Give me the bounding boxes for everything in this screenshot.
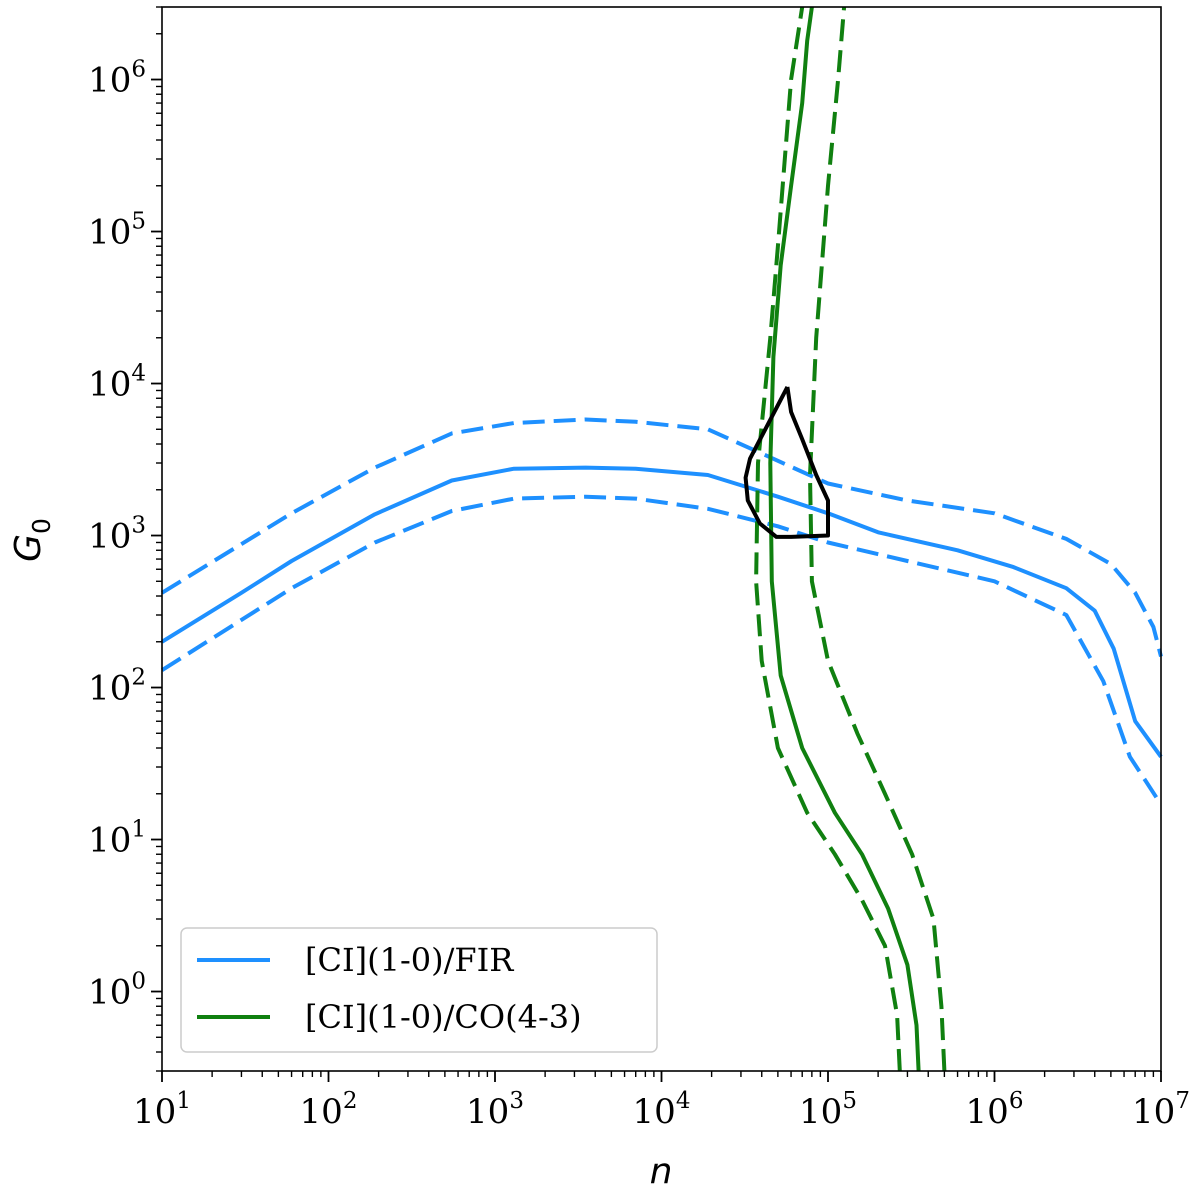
x-axis-label-text: n xyxy=(650,1151,673,1192)
legend-label-ci-co: [CI](1-0)/CO(4-3) xyxy=(305,998,582,1036)
x-tick-label: 104 xyxy=(633,1088,691,1132)
series-line-1 xyxy=(160,417,1163,657)
svg-text:G0: G0 xyxy=(8,518,56,562)
series-line-4 xyxy=(754,6,902,1072)
x-axis-label: n xyxy=(650,1151,673,1192)
y-axis-label-subscript: 0 xyxy=(27,518,56,534)
x-tick-label: 105 xyxy=(799,1088,857,1132)
y-tick-label: 101 xyxy=(88,817,146,861)
y-axis-label: G0 xyxy=(8,518,56,562)
x-tick-label: 106 xyxy=(966,1088,1024,1132)
legend: [CI](1-0)/FIR [CI](1-0)/CO(4-3) xyxy=(180,927,658,1053)
y-tick-label: 102 xyxy=(88,665,146,709)
series-line-5 xyxy=(808,6,947,1072)
y-tick-label: 106 xyxy=(88,57,146,101)
x-tick-label: 107 xyxy=(1132,1088,1190,1132)
ticks-layer: 101 102 103 104 105 106 107 100 101 102 103 104 105 1… xyxy=(88,6,1190,1132)
y-axis-label-text: G xyxy=(8,534,49,562)
y-tick-label: 105 xyxy=(88,209,146,253)
legend-box xyxy=(180,927,658,1053)
series-line-2 xyxy=(160,494,1163,806)
series-line-6 xyxy=(743,385,830,539)
y-tick-label: 103 xyxy=(88,513,146,557)
series-line-0 xyxy=(160,465,1163,758)
series-layer xyxy=(160,6,1163,1072)
x-tick-label: 101 xyxy=(133,1088,191,1132)
x-tick-label: 102 xyxy=(300,1088,358,1132)
y-tick-label: 104 xyxy=(88,361,146,405)
legend-label-ci-fir: [CI](1-0)/FIR xyxy=(305,941,514,979)
y-tick-label: 100 xyxy=(88,969,146,1013)
series-line-3 xyxy=(768,6,921,1072)
x-tick-label: 103 xyxy=(466,1088,524,1132)
